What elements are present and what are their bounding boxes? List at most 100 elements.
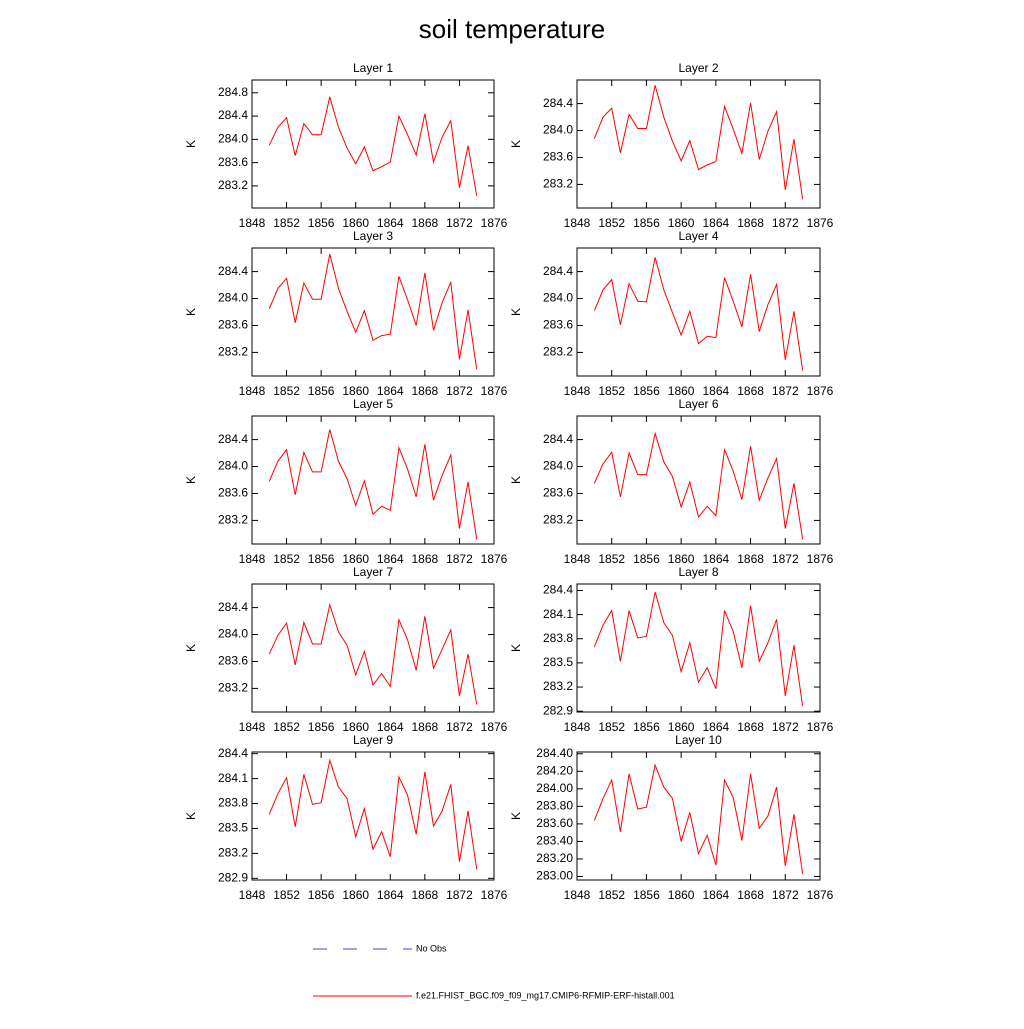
x-tick-label: 1868 xyxy=(412,384,439,398)
panel-title: Layer 7 xyxy=(353,565,393,579)
plot-frame xyxy=(576,415,821,545)
x-tick-label: 1852 xyxy=(598,888,625,902)
y-tick-label: 283.80 xyxy=(536,799,573,813)
y-tick-label: 283.2 xyxy=(218,178,248,192)
x-tick-label: 1872 xyxy=(446,384,473,398)
panel-title: Layer 9 xyxy=(353,733,393,747)
y-tick-label: 284.00 xyxy=(536,781,573,795)
legend-label: No Obs xyxy=(416,943,447,953)
x-tick-label: 1868 xyxy=(412,888,439,902)
y-tick-label: 283.40 xyxy=(536,834,573,848)
y-tick-label: 284.0 xyxy=(218,291,248,305)
data-line xyxy=(593,431,804,540)
y-tick-label: 283.6 xyxy=(218,654,248,668)
y-tick-label: 284.0 xyxy=(543,459,573,473)
y-tick-label: 284.4 xyxy=(218,264,248,278)
x-tick-label: 1856 xyxy=(308,888,335,902)
x-tick-label: 1872 xyxy=(772,552,799,566)
x-tick-label: 1856 xyxy=(633,888,660,902)
y-tick-label: 284.0 xyxy=(543,291,573,305)
panel-title: Layer 4 xyxy=(678,229,718,243)
plot-frame xyxy=(251,79,495,209)
y-tick-label: 284.4 xyxy=(543,96,573,110)
x-tick-label: 1876 xyxy=(807,552,834,566)
x-tick-label: 1852 xyxy=(273,552,300,566)
y-axis-label: K xyxy=(184,308,198,316)
x-tick-label: 1852 xyxy=(273,720,300,734)
x-tick-label: 1852 xyxy=(598,384,625,398)
plot-frame xyxy=(251,415,495,545)
x-tick-label: 1852 xyxy=(273,216,300,230)
x-tick-label: 1860 xyxy=(342,384,369,398)
x-tick-label: 1860 xyxy=(342,720,369,734)
x-tick-label: 1848 xyxy=(564,720,591,734)
x-tick-label: 1872 xyxy=(446,720,473,734)
data-line xyxy=(268,429,478,540)
panel: Layer 10 K 1848 1852 1856 1860 1864 1868 1872 187… xyxy=(509,733,833,902)
x-tick-label: 1876 xyxy=(807,720,834,734)
x-tick-label: 1852 xyxy=(598,552,625,566)
x-tick-label: 1872 xyxy=(446,552,473,566)
x-tick-label: 1856 xyxy=(633,384,660,398)
x-tick-label: 1852 xyxy=(598,720,625,734)
x-tick-label: 1872 xyxy=(446,888,473,902)
y-axis-label: K xyxy=(509,308,523,316)
y-tick-label: 284.0 xyxy=(543,123,573,137)
x-tick-label: 1872 xyxy=(772,216,799,230)
y-axis-label: K xyxy=(509,812,523,820)
x-tick-label: 1876 xyxy=(807,888,834,902)
x-tick-label: 1876 xyxy=(481,888,508,902)
x-tick-label: 1864 xyxy=(377,720,404,734)
x-tick-label: 1868 xyxy=(412,720,439,734)
y-axis-label: K xyxy=(509,476,523,484)
x-tick-label: 1848 xyxy=(564,384,591,398)
x-tick-label: 1876 xyxy=(481,384,508,398)
x-tick-label: 1860 xyxy=(342,216,369,230)
y-tick-label: 284.1 xyxy=(543,607,573,621)
y-tick-label: 283.6 xyxy=(218,318,248,332)
panel: Layer 6 K 1848 1852 1856 1860 1864 1868 1872 1876… xyxy=(509,397,833,566)
plot-frame xyxy=(576,247,821,377)
x-tick-label: 1856 xyxy=(633,552,660,566)
x-tick-label: 1872 xyxy=(772,720,799,734)
x-tick-label: 1864 xyxy=(377,384,404,398)
y-axis-label: K xyxy=(509,644,523,652)
y-tick-label: 284.0 xyxy=(218,627,248,641)
y-tick-label: 283.2 xyxy=(218,846,248,860)
y-axis-label: K xyxy=(184,140,198,148)
x-tick-label: 1872 xyxy=(446,216,473,230)
plot-frame xyxy=(576,583,821,713)
x-tick-label: 1848 xyxy=(239,216,266,230)
y-tick-label: 283.2 xyxy=(543,345,573,359)
x-tick-label: 1848 xyxy=(564,888,591,902)
x-tick-label: 1856 xyxy=(633,216,660,230)
data-line xyxy=(268,602,478,705)
panel: Layer 5 K 1848 1852 1856 1860 1864 1868 1872 1876… xyxy=(184,397,507,566)
x-tick-label: 1876 xyxy=(481,216,508,230)
y-tick-label: 283.20 xyxy=(536,851,573,865)
y-axis-label: K xyxy=(184,812,198,820)
x-tick-label: 1876 xyxy=(807,216,834,230)
y-tick-label: 283.6 xyxy=(543,150,573,164)
x-tick-label: 1856 xyxy=(308,216,335,230)
x-tick-label: 1848 xyxy=(564,552,591,566)
plot-frame xyxy=(251,247,495,377)
x-tick-label: 1852 xyxy=(273,888,300,902)
x-tick-label: 1864 xyxy=(703,552,730,566)
x-tick-label: 1860 xyxy=(668,216,695,230)
panel-title: Layer 8 xyxy=(678,565,718,579)
x-tick-label: 1860 xyxy=(668,552,695,566)
y-tick-label: 283.2 xyxy=(218,681,248,695)
panel-title: Layer 1 xyxy=(353,61,393,75)
x-tick-label: 1864 xyxy=(377,552,404,566)
x-tick-label: 1856 xyxy=(308,384,335,398)
x-tick-label: 1860 xyxy=(342,552,369,566)
y-tick-label: 284.4 xyxy=(218,600,248,614)
x-tick-label: 1864 xyxy=(703,384,730,398)
x-tick-label: 1848 xyxy=(239,720,266,734)
y-tick-label: 283.6 xyxy=(218,486,248,500)
y-tick-label: 283.6 xyxy=(218,155,248,169)
x-tick-label: 1860 xyxy=(342,888,369,902)
y-axis-label: K xyxy=(509,140,523,148)
